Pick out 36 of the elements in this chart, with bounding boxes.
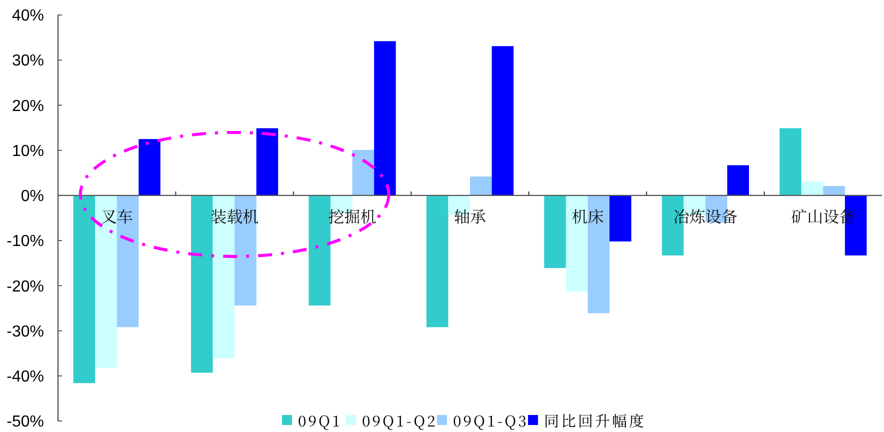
bar: [492, 46, 514, 196]
bar: [470, 176, 492, 196]
y-tick-label: -20%: [6, 278, 44, 296]
bar: [73, 195, 96, 384]
x-tick-label: 轴承: [454, 204, 486, 228]
bar: [727, 165, 749, 196]
bar: [191, 195, 213, 373]
bar: [566, 195, 588, 292]
y-tick-label: 0%: [20, 188, 44, 206]
y-tick-label: 10%: [12, 142, 44, 160]
legend-label: 09Q1-Q2: [362, 410, 438, 432]
bar: [426, 195, 448, 328]
bar: [780, 128, 802, 196]
bar: [95, 195, 117, 368]
x-tick-label: 机床: [572, 204, 604, 228]
bar: [801, 181, 824, 196]
bar: [138, 139, 160, 196]
bar: [609, 195, 632, 242]
bar: [256, 128, 278, 196]
y-tick-label: 30%: [12, 52, 44, 70]
bar: [588, 195, 610, 314]
y-tick-label: -10%: [6, 233, 44, 250]
bar: [116, 195, 139, 328]
bar: [544, 195, 566, 268]
bar: [374, 41, 396, 196]
x-tick-label: 叉车: [100, 204, 133, 228]
bar: [352, 150, 374, 196]
y-tick-label: -30%: [6, 323, 44, 340]
y-tick-label: 40%: [12, 8, 44, 25]
y-tick-label: -40%: [6, 368, 44, 386]
y-tick-label: 20%: [12, 98, 44, 115]
y-tick-label: -50%: [6, 414, 44, 431]
legend-label: 同比回升幅度: [544, 410, 646, 432]
bar: [823, 186, 845, 196]
legend-label: 09Q1: [298, 410, 342, 432]
legend-label: 09Q1-Q3: [453, 410, 528, 432]
